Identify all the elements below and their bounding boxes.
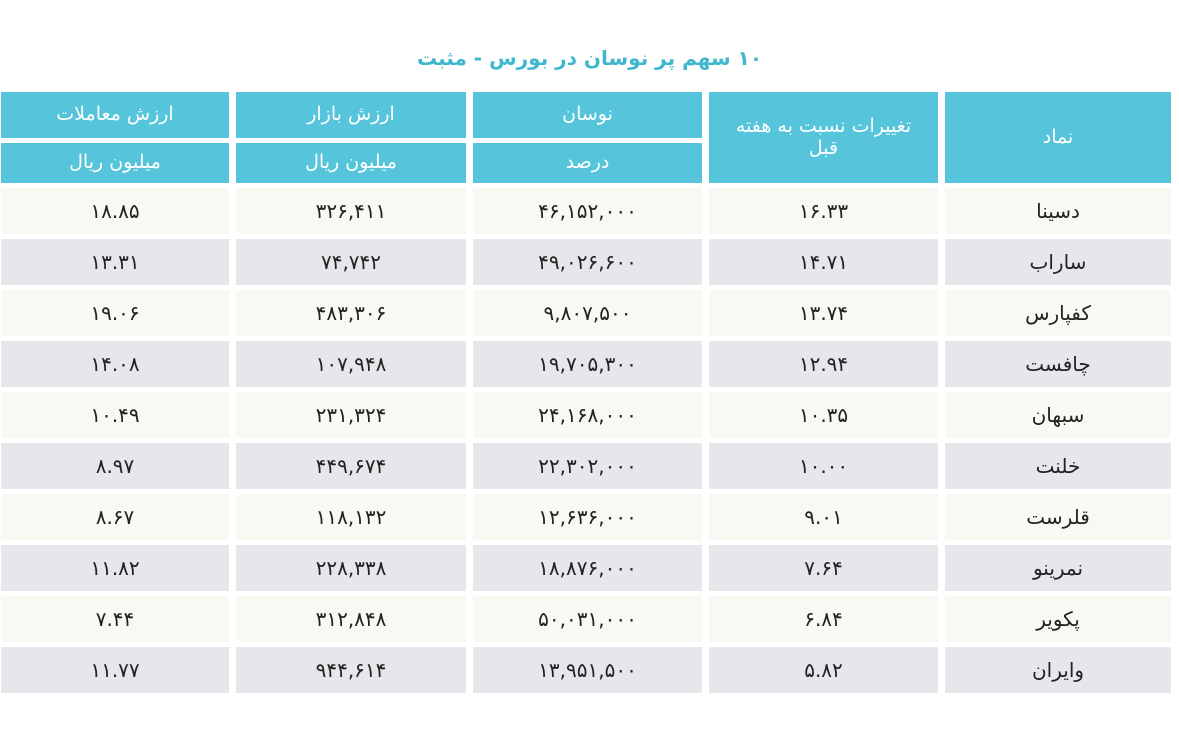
- header-weekly-change: تغییرات نسبت به هفته قبل: [709, 92, 938, 183]
- volatility-table: نماد نوسان ارزش بازار ارزش معاملات تغییر…: [1, 92, 1171, 693]
- cell-trade-value: ۷۴,۷۴۲: [236, 239, 466, 285]
- cell-market-value: ۴۹,۰۲۶,۶۰۰: [473, 239, 702, 285]
- cell-weekly-change: ۱۹.۰۶: [1, 290, 229, 336]
- cell-trade-value: ۳۲۶,۴۱۱: [236, 188, 466, 234]
- cell-volatility: ۱۳.۷۴: [709, 290, 938, 336]
- cell-weekly-change: ۸.۹۷: [1, 443, 229, 489]
- header-market-value: ارزش بازار: [236, 92, 466, 138]
- cell-volatility: ۱۴.۷۱: [709, 239, 938, 285]
- cell-volatility: ۹.۰۱: [709, 494, 938, 540]
- cell-weekly-change: ۱۱.۸۲: [1, 545, 229, 591]
- cell-trade-value: ۳۱۲,۸۴۸: [236, 596, 466, 642]
- cell-trade-value: ۴۸۳,۳۰۶: [236, 290, 466, 336]
- cell-symbol: قلرست: [945, 494, 1171, 540]
- cell-market-value: ۲۴,۱۶۸,۰۰۰: [473, 392, 702, 438]
- cell-volatility: ۶.۸۴: [709, 596, 938, 642]
- cell-volatility: ۱۲.۹۴: [709, 341, 938, 387]
- cell-market-value: ۹,۸۰۷,۵۰۰: [473, 290, 702, 336]
- header-symbol: نماد: [945, 92, 1171, 183]
- cell-symbol: ساراب: [945, 239, 1171, 285]
- cell-trade-value: ۹۴۴,۶۱۴: [236, 647, 466, 693]
- cell-market-value: ۵۰,۰۳۱,۰۰۰: [473, 596, 702, 642]
- cell-symbol: نمرینو: [945, 545, 1171, 591]
- cell-symbol: خلنت: [945, 443, 1171, 489]
- cell-symbol: وایران: [945, 647, 1171, 693]
- cell-symbol: چافست: [945, 341, 1171, 387]
- cell-market-value: ۱۲,۶۳۶,۰۰۰: [473, 494, 702, 540]
- cell-weekly-change: ۱۱.۷۷: [1, 647, 229, 693]
- cell-trade-value: ۱۱۸,۱۳۲: [236, 494, 466, 540]
- cell-volatility: ۱۰.۳۵: [709, 392, 938, 438]
- cell-weekly-change: ۱۸.۸۵: [1, 188, 229, 234]
- cell-symbol: پکویر: [945, 596, 1171, 642]
- cell-market-value: ۱۸,۸۷۶,۰۰۰: [473, 545, 702, 591]
- header-trade-value-unit: میلیون ریال: [1, 143, 229, 183]
- table-title: ۱۰ سهم پر نوسان در بورس - مثبت: [416, 46, 763, 70]
- cell-weekly-change: ۱۳.۳۱: [1, 239, 229, 285]
- cell-weekly-change: ۸.۶۷: [1, 494, 229, 540]
- cell-trade-value: ۲۳۱,۳۲۴: [236, 392, 466, 438]
- cell-market-value: ۱۳,۹۵۱,۵۰۰: [473, 647, 702, 693]
- cell-trade-value: ۲۲۸,۳۳۸: [236, 545, 466, 591]
- cell-volatility: ۷.۶۴: [709, 545, 938, 591]
- cell-symbol: سبهان: [945, 392, 1171, 438]
- cell-trade-value: ۱۰۷,۹۴۸: [236, 341, 466, 387]
- cell-weekly-change: ۷.۴۴: [1, 596, 229, 642]
- cell-volatility: ۱۰.۰۰: [709, 443, 938, 489]
- cell-weekly-change: ۱۴.۰۸: [1, 341, 229, 387]
- cell-volatility: ۱۶.۳۳: [709, 188, 938, 234]
- header-market-value-unit: میلیون ریال: [236, 143, 466, 183]
- cell-weekly-change: ۱۰.۴۹: [1, 392, 229, 438]
- cell-market-value: ۱۹,۷۰۵,۳۰۰: [473, 341, 702, 387]
- cell-volatility: ۵.۸۲: [709, 647, 938, 693]
- header-trade-value: ارزش معاملات: [1, 92, 229, 138]
- cell-trade-value: ۴۴۹,۶۷۴: [236, 443, 466, 489]
- header-volatility: نوسان: [473, 92, 702, 138]
- cell-symbol: کفپارس: [945, 290, 1171, 336]
- cell-symbol: دسینا: [945, 188, 1171, 234]
- cell-market-value: ۴۶,۱۵۲,۰۰۰: [473, 188, 702, 234]
- cell-market-value: ۲۲,۳۰۲,۰۰۰: [473, 443, 702, 489]
- header-volatility-unit: درصد: [473, 143, 702, 183]
